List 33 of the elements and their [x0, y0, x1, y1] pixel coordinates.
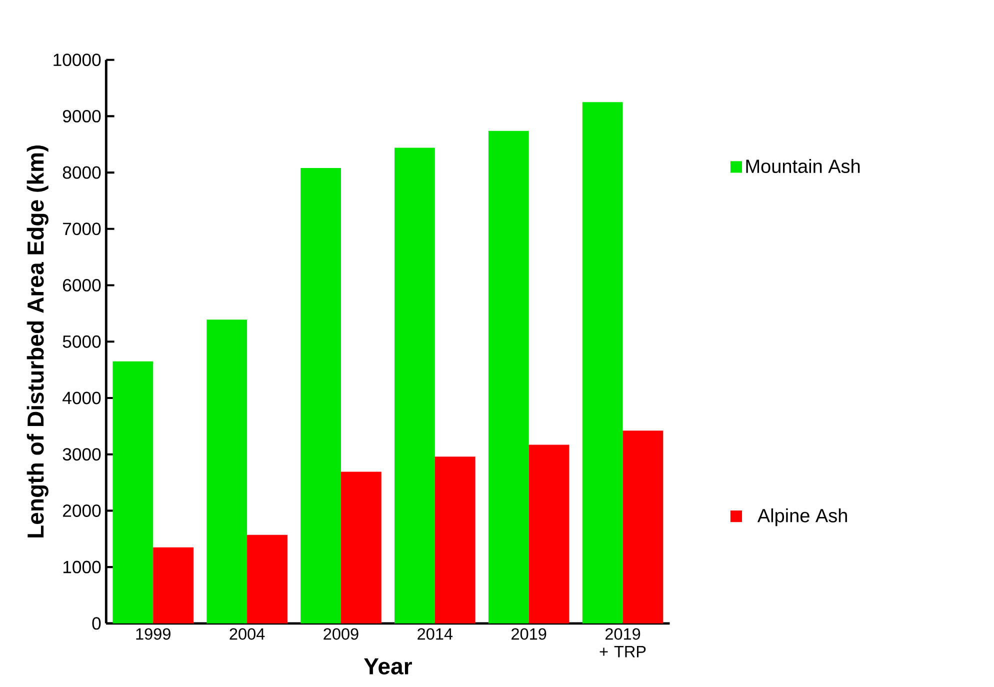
legend-label: Mountain Ash	[746, 159, 860, 173]
y-tick-label: 4000	[62, 392, 101, 404]
y-tick-label: 8000	[62, 166, 101, 179]
bar	[528, 444, 570, 624]
y-tick-label: 7000	[63, 222, 101, 236]
y-axis-title: Length of Disturbed Area Edge (km)	[26, 145, 48, 538]
bar	[300, 168, 341, 624]
bar	[153, 547, 194, 624]
bar	[488, 130, 529, 624]
bar	[247, 534, 288, 624]
y-tick-label: 6000	[63, 278, 101, 292]
bar	[206, 320, 248, 624]
x-axis-title: Year	[364, 658, 412, 674]
y-tick-label: 5000	[62, 335, 101, 348]
x-tick-label: 2019	[512, 628, 546, 640]
bar	[112, 361, 154, 624]
y-tick-label: 2000	[63, 504, 101, 517]
bar	[394, 148, 435, 624]
y-tick-label: 0	[92, 617, 101, 630]
y-tick-label: 9000	[62, 110, 101, 122]
y-tick-label: 1000	[63, 560, 101, 574]
y-tick-label: 3000	[62, 448, 101, 461]
bar	[434, 456, 476, 624]
legend-label: Alpine Ash	[757, 508, 847, 526]
x-tick-label: 2014	[418, 628, 453, 640]
x-tick-label: 2004	[230, 628, 265, 640]
bar	[622, 430, 664, 624]
x-tick-label: 2019 + TRP	[600, 628, 646, 658]
x-tick-label: 1999	[136, 628, 170, 640]
y-tick-label: 10000	[54, 54, 101, 66]
bar	[340, 472, 382, 624]
x-tick-label: 2009	[324, 628, 358, 640]
bar	[582, 102, 623, 624]
